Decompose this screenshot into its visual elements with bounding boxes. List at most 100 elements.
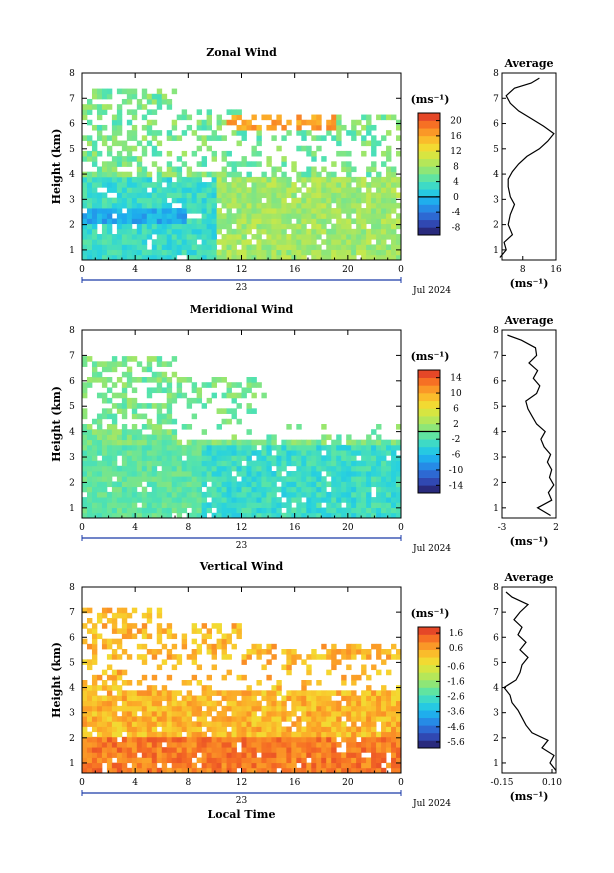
heatmap-cell <box>291 161 297 167</box>
x-tick-label: 8 <box>185 778 191 788</box>
heatmap-cell <box>161 403 168 409</box>
heatmap-cell <box>301 742 307 748</box>
heatmap-cell <box>151 145 158 152</box>
heatmap-cell <box>156 244 163 251</box>
heatmap-cell <box>106 607 113 614</box>
heatmap-cell <box>91 104 98 110</box>
heatmap-cell <box>151 512 158 519</box>
heatmap-cell <box>196 757 203 764</box>
heatmap-cell <box>331 726 337 733</box>
heatmap-cell <box>176 747 183 753</box>
heatmap-cell <box>236 757 242 764</box>
heatmap-cell <box>371 208 377 214</box>
heatmap-cell <box>206 397 212 404</box>
heatmap-cell <box>396 695 402 702</box>
heatmap-cell <box>211 476 217 482</box>
heatmap-cell <box>371 213 377 219</box>
heatmap-cell <box>286 762 292 769</box>
heatmap-cell <box>386 223 392 230</box>
heatmap-cell <box>381 695 387 702</box>
heatmap-cell <box>236 124 242 131</box>
heatmap-cell <box>161 187 168 193</box>
heatmap-cell <box>91 742 98 748</box>
heatmap-cell <box>386 721 392 727</box>
heatmap-cell <box>131 130 138 136</box>
heatmap-cell <box>201 450 208 456</box>
heatmap-cell <box>82 767 88 774</box>
heatmap-cell <box>151 150 158 157</box>
heatmap-cell <box>221 244 227 251</box>
heatmap-cell <box>361 476 367 482</box>
average-y-tick-label: 7 <box>493 351 499 361</box>
heatmap-cell <box>206 762 212 769</box>
heatmap-cell <box>251 690 257 696</box>
heatmap-cell <box>191 512 198 519</box>
heatmap-cell <box>291 439 297 446</box>
heatmap-cell <box>241 497 247 503</box>
heatmap-cell <box>181 213 188 219</box>
heatmap-cell <box>101 455 108 461</box>
heatmap-cell <box>376 208 382 214</box>
heatmap-cell <box>366 674 372 681</box>
heatmap-cell <box>151 726 158 733</box>
heatmap-cell <box>211 762 217 769</box>
heatmap-cell <box>296 114 302 121</box>
heatmap-cell <box>306 471 312 477</box>
heatmap-cell <box>241 742 247 748</box>
heatmap-cell <box>206 244 212 251</box>
heatmap-cell <box>156 460 163 467</box>
heatmap-cell <box>91 628 98 634</box>
heatmap-cell <box>116 497 123 503</box>
heatmap-cell <box>236 197 242 204</box>
heatmap-cell <box>336 752 342 758</box>
heatmap-cell <box>176 486 183 493</box>
heatmap-cell <box>101 93 108 100</box>
heatmap-cell <box>126 711 133 717</box>
heatmap-cell <box>291 208 297 214</box>
heatmap-cell <box>296 218 302 225</box>
heatmap-cell <box>311 119 317 126</box>
heatmap-cell <box>246 213 252 219</box>
heatmap-cell <box>226 757 232 764</box>
date-label: 23 <box>236 796 248 806</box>
heatmap-cell <box>82 182 88 188</box>
heatmap-cell <box>116 607 123 614</box>
heatmap-cell <box>186 486 193 493</box>
heatmap-cell <box>156 197 163 204</box>
colorbar-tick-label: 14 <box>450 374 462 384</box>
heatmap-cell <box>381 742 387 748</box>
heatmap-cell <box>256 130 262 136</box>
heatmap-cell <box>311 439 317 446</box>
heatmap-cell <box>171 643 178 650</box>
heatmap-cell <box>191 249 198 256</box>
heatmap-cell <box>381 465 387 472</box>
heatmap-cell <box>101 460 108 467</box>
heatmap-cell <box>136 377 143 383</box>
heatmap-cell <box>366 171 372 178</box>
heatmap-cell <box>116 197 123 204</box>
heatmap-cell <box>331 736 337 743</box>
heatmap-cell <box>86 736 93 743</box>
heatmap-cell <box>291 736 297 743</box>
heatmap-cell <box>96 208 103 214</box>
heatmap-cell <box>271 762 277 769</box>
heatmap-cell <box>186 244 193 251</box>
heatmap-cell <box>326 757 332 764</box>
heatmap-cell <box>186 690 193 696</box>
heatmap-cell <box>376 439 382 446</box>
heatmap-cell <box>266 476 272 482</box>
heatmap-cell <box>82 762 88 769</box>
heatmap-cell <box>126 465 133 472</box>
heatmap-cell <box>171 187 178 193</box>
heatmap-cell <box>111 140 118 147</box>
heatmap-cell <box>171 502 178 508</box>
heatmap-cell <box>396 460 402 467</box>
heatmap-cell <box>341 711 347 717</box>
heatmap-cell <box>351 471 357 477</box>
heatmap-cell <box>381 502 387 508</box>
heatmap-cell <box>151 387 158 394</box>
heatmap-cell <box>96 150 103 157</box>
heatmap-cell <box>276 465 282 472</box>
heatmap-cell <box>336 705 342 712</box>
heatmap-cell <box>371 455 377 461</box>
